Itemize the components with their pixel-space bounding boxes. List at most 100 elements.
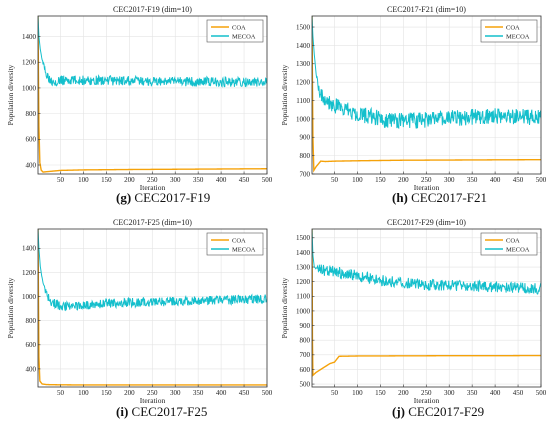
panel-caption-letter: (h) bbox=[392, 190, 408, 205]
y-tick-label: 900 bbox=[300, 322, 311, 330]
x-tick-label: 200 bbox=[124, 176, 135, 184]
legend: COA MECOA bbox=[206, 19, 264, 43]
x-tick-label: 250 bbox=[421, 176, 432, 184]
panel-caption: (g) CEC2017-F19 bbox=[116, 190, 210, 205]
panel-caption-letter: (i) bbox=[116, 404, 128, 419]
legend-label-coa: COA bbox=[506, 24, 520, 31]
x-tick-label: 50 bbox=[331, 176, 339, 184]
x-axis-label: Iteration bbox=[414, 396, 440, 405]
legend: COA MECOA bbox=[480, 232, 538, 256]
x-tick-label: 150 bbox=[101, 176, 112, 184]
y-tick-label: 1500 bbox=[296, 23, 311, 31]
legend-label-coa: COA bbox=[232, 24, 246, 31]
chart-title: CEC2017-F29 (dim=10) bbox=[387, 218, 466, 227]
y-tick-label: 1200 bbox=[22, 269, 37, 277]
x-tick-label: 250 bbox=[147, 176, 158, 184]
legend-label-mecoa: MECOA bbox=[506, 246, 530, 253]
y-tick-label: 1000 bbox=[296, 115, 311, 123]
y-tick-label: 1300 bbox=[296, 263, 311, 271]
chart-panel-1: 50 100 150 200 250 300 350 400 450 500 400 600 800 10… bbox=[6, 5, 273, 205]
legend-label-mecoa: MECOA bbox=[232, 246, 256, 253]
y-tick-label: 1300 bbox=[296, 60, 311, 68]
panel-caption-text: CEC2017-F21 bbox=[408, 190, 487, 205]
x-tick-label: 450 bbox=[239, 389, 250, 397]
y-tick-label: 1200 bbox=[296, 79, 311, 87]
x-tick-label: 50 bbox=[57, 176, 65, 184]
series-line-coa bbox=[312, 16, 541, 173]
y-tick-label: 1100 bbox=[296, 97, 310, 105]
series-line-mecoa bbox=[312, 229, 541, 295]
series-line-mecoa bbox=[312, 16, 541, 130]
y-tick-label: 700 bbox=[300, 351, 311, 359]
y-tick-label: 400 bbox=[26, 161, 37, 169]
x-tick-label: 100 bbox=[352, 176, 363, 184]
x-tick-label: 400 bbox=[216, 176, 227, 184]
x-tick-label: 100 bbox=[78, 389, 89, 397]
legend-label-mecoa: MECOA bbox=[506, 33, 530, 40]
x-tick-label: 150 bbox=[375, 389, 386, 397]
y-axis-label: Population diversity bbox=[280, 277, 289, 338]
x-tick-label: 200 bbox=[124, 389, 135, 397]
x-tick-label: 50 bbox=[331, 389, 339, 397]
panel-caption: (h) CEC2017-F21 bbox=[392, 190, 487, 205]
y-tick-label: 800 bbox=[300, 337, 311, 345]
y-tick-label: 900 bbox=[300, 134, 311, 142]
x-tick-label: 350 bbox=[193, 176, 204, 184]
x-tick-label: 500 bbox=[536, 389, 547, 397]
x-axis-label: Iteration bbox=[140, 396, 166, 405]
x-tick-label: 400 bbox=[216, 389, 227, 397]
panel-caption-text: CEC2017-F19 bbox=[131, 190, 210, 205]
legend-label-coa: COA bbox=[232, 237, 246, 244]
chart-panel-4: 50 100 150 200 250 300 350 400 450 500 500 600 700 80… bbox=[280, 218, 547, 419]
y-tick-label: 1400 bbox=[22, 33, 37, 41]
series-line-coa bbox=[38, 16, 267, 173]
x-tick-label: 250 bbox=[147, 389, 158, 397]
y-tick-label: 500 bbox=[300, 380, 311, 388]
legend-label-mecoa: MECOA bbox=[232, 33, 256, 40]
panel-caption-text: CEC2017-F25 bbox=[128, 404, 207, 419]
x-tick-label: 200 bbox=[398, 389, 409, 397]
x-tick-label: 300 bbox=[170, 389, 181, 397]
x-tick-label: 500 bbox=[536, 176, 547, 184]
x-tick-label: 300 bbox=[444, 176, 455, 184]
y-tick-label: 1400 bbox=[22, 245, 37, 253]
y-tick-label: 800 bbox=[26, 110, 37, 118]
y-tick-label: 700 bbox=[300, 170, 311, 178]
chart-title: CEC2017-F19 (dim=10) bbox=[113, 5, 192, 14]
y-tick-label: 1000 bbox=[22, 84, 37, 92]
x-tick-label: 500 bbox=[262, 176, 273, 184]
y-tick-label: 400 bbox=[26, 365, 37, 373]
x-tick-label: 450 bbox=[239, 176, 250, 184]
x-tick-label: 100 bbox=[78, 176, 89, 184]
y-tick-label: 1100 bbox=[296, 293, 310, 301]
chart-panel-3: 50 100 150 200 250 300 350 400 450 500 400 600 800 10… bbox=[6, 218, 273, 419]
y-axis-label: Population diversity bbox=[280, 64, 289, 125]
series-line-coa bbox=[312, 229, 541, 377]
legend-label-coa: COA bbox=[506, 237, 520, 244]
x-tick-label: 200 bbox=[398, 176, 409, 184]
x-tick-label: 400 bbox=[490, 389, 501, 397]
x-tick-label: 150 bbox=[101, 389, 112, 397]
x-axis-label: Iteration bbox=[414, 183, 440, 192]
legend: COA MECOA bbox=[206, 232, 264, 256]
y-tick-label: 1400 bbox=[296, 42, 311, 50]
x-tick-label: 50 bbox=[57, 389, 65, 397]
x-tick-label: 300 bbox=[170, 176, 181, 184]
y-tick-label: 600 bbox=[26, 341, 37, 349]
panel-caption-letter: (j) bbox=[392, 404, 405, 419]
chart-title: CEC2017-F25 (dim=10) bbox=[113, 218, 192, 227]
series-line-mecoa bbox=[38, 229, 267, 312]
y-tick-label: 600 bbox=[300, 366, 311, 374]
panel-caption-text: CEC2017-F29 bbox=[405, 404, 484, 419]
y-tick-label: 1000 bbox=[296, 307, 311, 315]
y-tick-label: 600 bbox=[26, 136, 37, 144]
x-tick-label: 500 bbox=[262, 389, 273, 397]
panel-caption: (j) CEC2017-F29 bbox=[392, 404, 484, 419]
chart-title: CEC2017-F21 (dim=10) bbox=[387, 5, 466, 14]
x-tick-label: 100 bbox=[352, 389, 363, 397]
y-tick-label: 1200 bbox=[296, 278, 311, 286]
x-tick-label: 250 bbox=[421, 389, 432, 397]
series-line-mecoa bbox=[38, 16, 267, 88]
panel-caption: (i) CEC2017-F25 bbox=[116, 404, 207, 419]
